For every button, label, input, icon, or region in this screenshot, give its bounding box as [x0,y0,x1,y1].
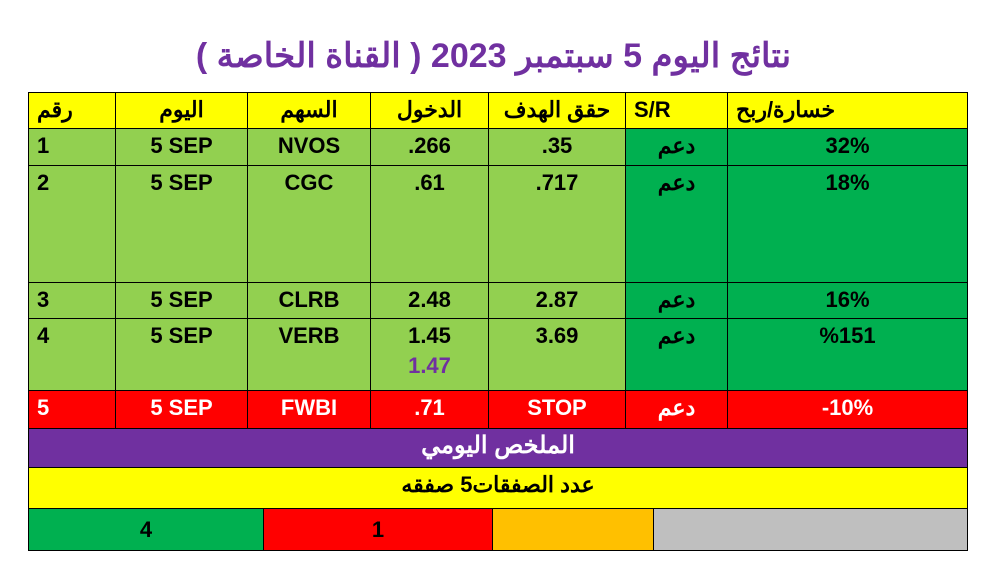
header-text: خسارة/ربح [736,97,836,122]
table-cell: 2.87 [488,282,626,319]
header-cell: الدخول [370,92,489,129]
table-cell: 5 SEP [115,128,248,166]
table-cell: FWBI [247,390,371,429]
header-cell: حقق الهدف [488,92,626,129]
table-cell: 2.48 [370,282,489,319]
header-text: الدخول [396,97,463,122]
header-cell: اليوم [115,92,248,129]
gray-cell [653,508,968,551]
summary-count: عدد الصفقات5 صفقه [28,467,968,509]
header-text: السهم [280,97,338,122]
header-text: اليوم [159,97,204,122]
table-cell: 18% [727,165,968,283]
wins-cell: 4 [28,508,264,551]
summary-title-text: الملخص اليومي [421,432,575,459]
cell-text: 5 SEP [150,133,213,158]
summary-title: الملخص اليومي [28,428,968,468]
header-cell: خسارة/ربح [727,92,968,129]
cell-text: .71 [414,395,445,420]
table-cell: STOP [488,390,626,429]
table-cell: .71 [370,390,489,429]
header-cell: رقم [28,92,116,129]
cell-text: 5 SEP [150,395,213,420]
cell-text: دعم [657,395,696,420]
table-cell: دعم [625,165,728,283]
cell-text: CGC [284,170,334,195]
summary-count-text: عدد الصفقات5 صفقه [401,472,595,497]
table-cell: 1.45 1.47 [370,318,489,391]
table-cell: .61 [370,165,489,283]
table-cell: VERB [247,318,371,391]
losses-cell: 1 [263,508,493,551]
cell-text: CLRB [278,287,340,312]
table-cell: 3.69 [488,318,626,391]
cell-text: 1.47 [408,353,451,378]
cell-text: 5 [37,395,50,420]
title: نتائج اليوم 5 سبتمبر 2023 ( القناة الخاص… [195,37,792,75]
cell-text: دعم [657,170,696,195]
cell-text: NVOS [277,133,341,158]
table-cell: CLRB [247,282,371,319]
cell-text: .266 [408,133,451,158]
cell-text: 3 [37,287,50,312]
cell-text: 2 [37,170,50,195]
cell-text: 1 [37,133,50,158]
cell-text: FWBI [280,395,338,420]
header-cell: السهم [247,92,371,129]
cell-text: STOP [527,395,587,420]
table-cell: -10% [727,390,968,429]
table-cell: NVOS [247,128,371,166]
table-cell: دعم [625,282,728,319]
cell-text: دعم [657,133,696,158]
table-cell: CGC [247,165,371,283]
table-cell: .266 [370,128,489,166]
orange-cell [492,508,654,551]
table-cell: 5 [28,390,116,429]
cell-text: -10% [821,395,874,420]
cell-text: 3.69 [535,323,579,348]
table-cell: 5 SEP [115,165,248,283]
table-cell: 5 SEP [115,390,248,429]
table-cell: 16% [727,282,968,319]
cell-text: .717 [535,170,579,195]
cell-text: 5 SEP [150,287,213,312]
table-cell: 5 SEP [115,318,248,391]
cell-text: دعم [657,323,696,348]
cell-text: %151 [819,323,876,348]
cell-text: .61 [414,170,445,195]
table-cell: دعم [625,128,728,166]
cell-text: .35 [541,133,573,158]
table-cell: 32% [727,128,968,166]
cell-text: 1.45 [408,323,451,348]
cell-text: 4 [37,323,50,348]
table-cell: .717 [488,165,626,283]
header-text: رقم [37,97,73,122]
header-text: حقق الهدف [503,97,611,122]
header-cell: S/R [625,92,728,129]
cell-text: 32% [825,133,870,158]
cell-text: 5 SEP [150,170,213,195]
table-cell: دعم [625,390,728,429]
cell-text: 2.48 [408,287,451,312]
table-cell: 2 [28,165,116,283]
wins-text: 4 [139,517,153,542]
table-cell: دعم [625,318,728,391]
table-cell: %151 [727,318,968,391]
table-cell: 3 [28,282,116,319]
header-text: S/R [634,97,671,122]
table-cell: 4 [28,318,116,391]
table-cell: .35 [488,128,626,166]
cell-text: VERB [278,323,340,348]
table-cell: 1 [28,128,116,166]
table-cell: 5 SEP [115,282,248,319]
cell-text: 2.87 [535,287,579,312]
cell-text: 16% [825,287,870,312]
cell-text: 18% [825,170,870,195]
cell-text: 5 SEP [150,323,213,348]
losses-text: 1 [371,517,385,542]
cell-text: دعم [657,287,696,312]
